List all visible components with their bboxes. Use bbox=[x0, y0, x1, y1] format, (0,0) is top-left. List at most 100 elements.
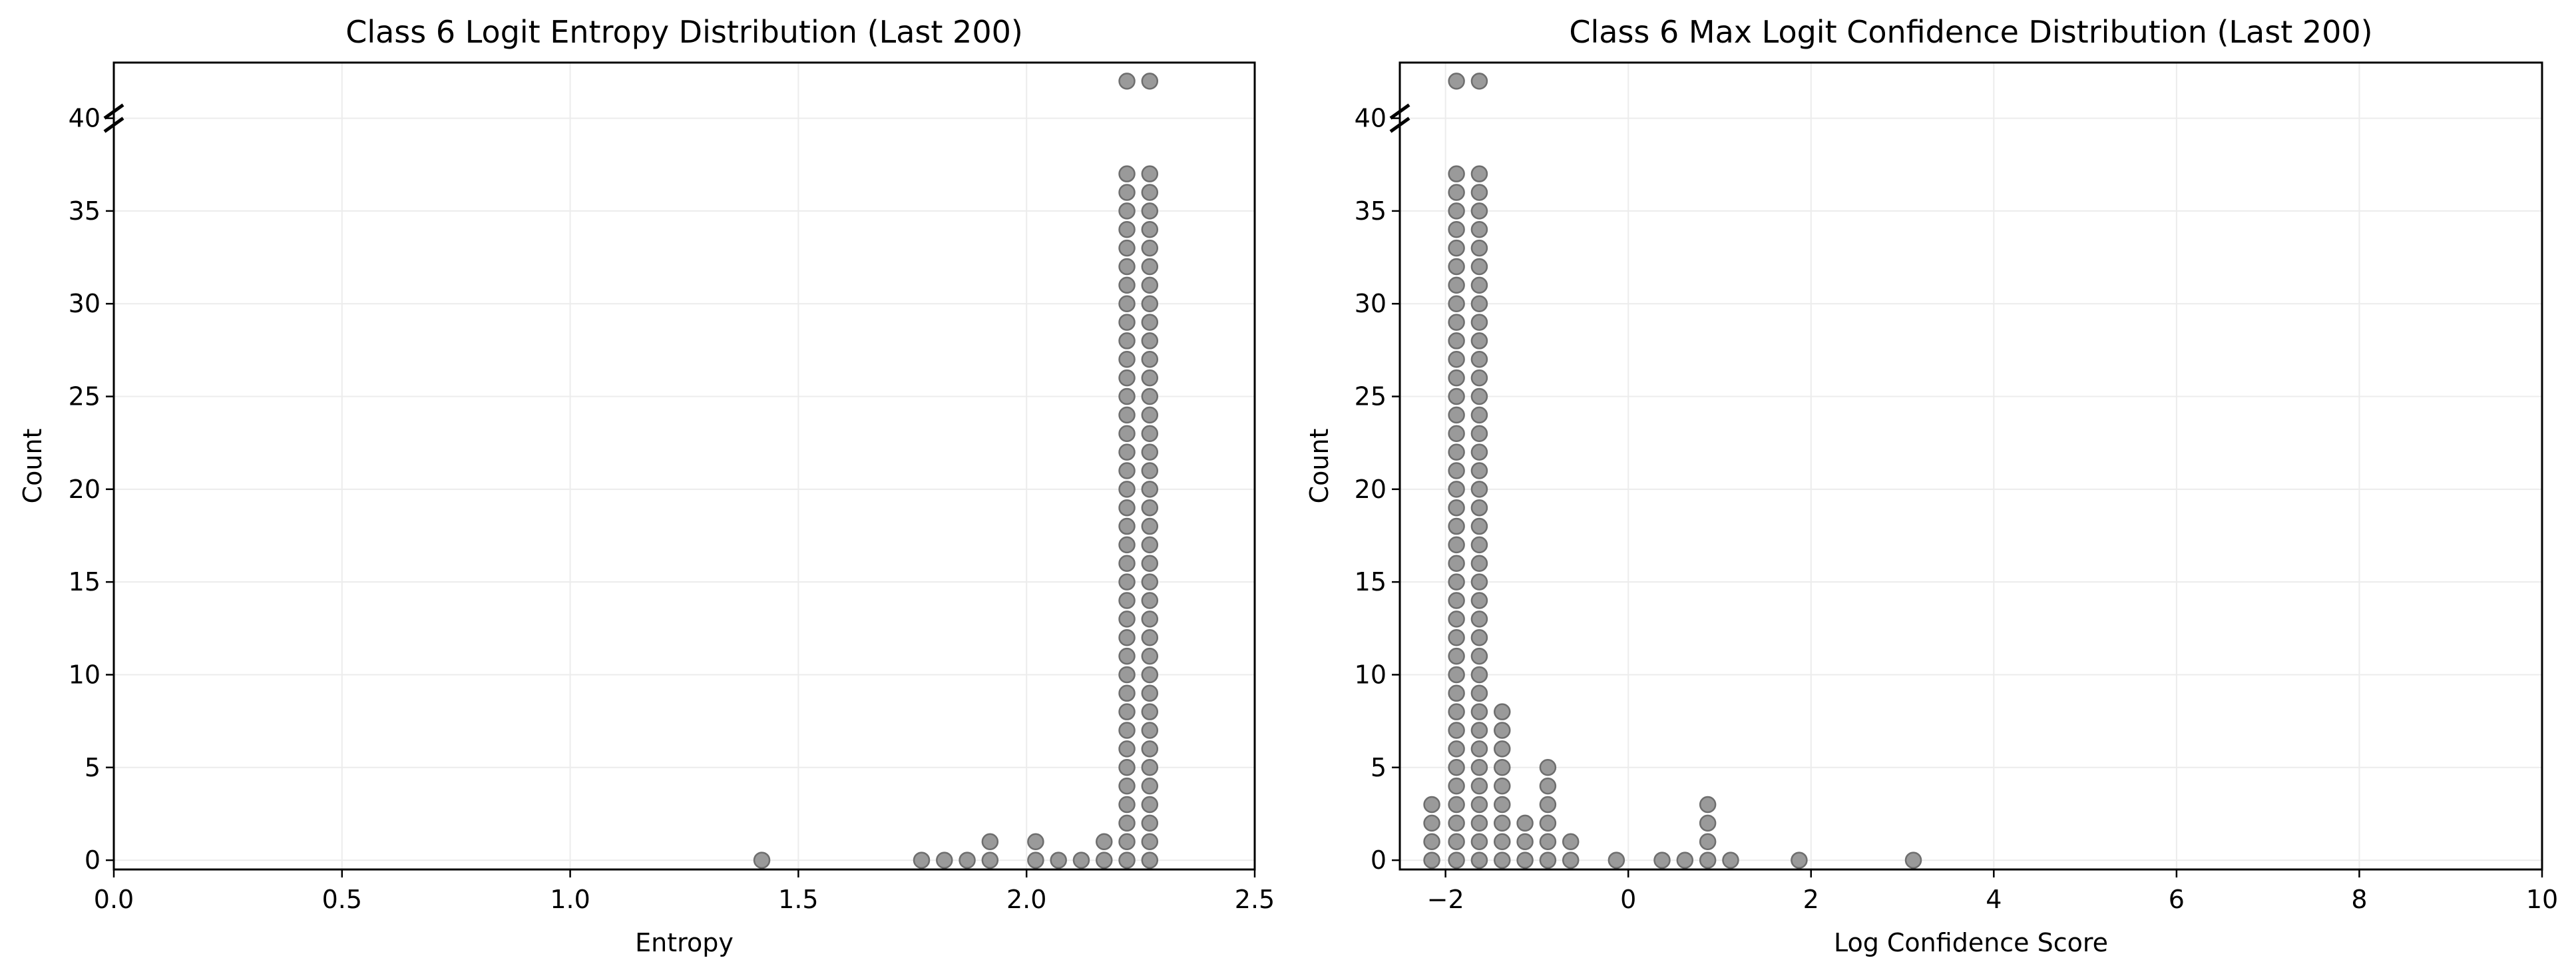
data-point bbox=[1699, 796, 1717, 814]
data-point bbox=[1699, 833, 1717, 850]
data-point bbox=[1118, 406, 1136, 424]
data-point bbox=[1448, 610, 1465, 628]
data-point bbox=[1470, 777, 1488, 795]
data-point bbox=[1539, 852, 1557, 869]
data-point bbox=[1448, 314, 1465, 331]
data-point bbox=[1448, 165, 1465, 182]
axis-break-mark bbox=[103, 103, 124, 120]
data-point bbox=[1516, 833, 1534, 850]
data-point bbox=[1562, 833, 1580, 850]
data-point bbox=[1904, 852, 1922, 869]
data-point bbox=[1118, 351, 1136, 368]
data-point bbox=[1470, 295, 1488, 312]
data-point bbox=[1470, 332, 1488, 350]
data-point bbox=[1118, 221, 1136, 238]
data-point bbox=[1539, 759, 1557, 776]
data-point bbox=[1118, 833, 1136, 850]
data-point bbox=[1118, 852, 1136, 869]
data-point bbox=[1141, 796, 1159, 814]
x-tick-label: −2 bbox=[1427, 885, 1464, 914]
x-tick-label: 6 bbox=[2169, 885, 2185, 914]
x-axis-label: Log Confidence Score bbox=[1834, 928, 2108, 957]
data-point bbox=[1423, 852, 1440, 869]
axis-break-mark bbox=[103, 117, 124, 133]
data-point bbox=[1470, 499, 1488, 517]
data-point bbox=[1118, 796, 1136, 814]
data-point bbox=[1448, 740, 1465, 758]
data-point bbox=[1141, 481, 1159, 498]
data-point bbox=[1470, 833, 1488, 850]
data-point bbox=[1448, 276, 1465, 294]
y-tick-label: 20 bbox=[1355, 475, 1387, 504]
data-point bbox=[1118, 555, 1136, 573]
data-point bbox=[1448, 555, 1465, 573]
data-point bbox=[1448, 777, 1465, 795]
data-point bbox=[1448, 647, 1465, 665]
data-point bbox=[1448, 425, 1465, 442]
data-point bbox=[1118, 499, 1136, 517]
data-point bbox=[1516, 814, 1534, 832]
data-point bbox=[1653, 852, 1671, 869]
data-point bbox=[1141, 703, 1159, 720]
y-tick-label: 30 bbox=[69, 289, 101, 318]
data-point bbox=[1470, 258, 1488, 276]
x-tick-label: 4 bbox=[1986, 885, 2002, 914]
data-point bbox=[1448, 481, 1465, 498]
y-tick-label: 15 bbox=[1355, 567, 1387, 597]
data-point bbox=[1118, 239, 1136, 257]
data-point bbox=[1141, 666, 1159, 684]
data-point bbox=[981, 833, 999, 850]
data-point bbox=[1448, 814, 1465, 832]
data-point bbox=[1141, 202, 1159, 220]
data-point bbox=[1448, 351, 1465, 368]
data-point bbox=[1470, 628, 1488, 646]
y-tick-label: 15 bbox=[69, 567, 101, 597]
data-point bbox=[1470, 165, 1488, 182]
y-tick-label: 5 bbox=[1371, 753, 1387, 782]
data-point bbox=[1118, 722, 1136, 739]
data-point bbox=[1118, 777, 1136, 795]
data-point bbox=[1141, 814, 1159, 832]
data-point bbox=[753, 852, 771, 869]
data-point bbox=[1494, 833, 1511, 850]
y-tick-label: 5 bbox=[85, 753, 101, 782]
data-point bbox=[1562, 852, 1580, 869]
x-tick-label: 2.5 bbox=[1235, 885, 1275, 914]
data-point bbox=[1118, 703, 1136, 720]
data-point bbox=[1470, 592, 1488, 609]
data-point bbox=[1448, 628, 1465, 646]
data-point bbox=[913, 852, 931, 869]
data-point bbox=[1141, 628, 1159, 646]
data-point bbox=[1141, 536, 1159, 554]
data-point bbox=[1118, 481, 1136, 498]
data-point bbox=[1494, 796, 1511, 814]
data-point bbox=[1791, 852, 1808, 869]
data-point bbox=[1448, 517, 1465, 535]
data-point bbox=[1676, 852, 1694, 869]
data-point bbox=[1494, 852, 1511, 869]
data-point bbox=[1470, 555, 1488, 573]
data-point bbox=[1118, 425, 1136, 442]
y-tick-label: 10 bbox=[1355, 660, 1387, 689]
data-point bbox=[1096, 852, 1113, 869]
data-point bbox=[1470, 351, 1488, 368]
data-point bbox=[1141, 777, 1159, 795]
data-point bbox=[1448, 406, 1465, 424]
data-point bbox=[1141, 462, 1159, 479]
data-point bbox=[936, 852, 953, 869]
data-point bbox=[1072, 852, 1090, 869]
plot-frame bbox=[112, 61, 1256, 871]
data-point bbox=[1118, 647, 1136, 665]
data-point bbox=[1027, 852, 1044, 869]
y-tick-label: 40 bbox=[1355, 104, 1387, 133]
data-point bbox=[1470, 239, 1488, 257]
data-point bbox=[1141, 406, 1159, 424]
y-axis-label: Count bbox=[1305, 429, 1334, 504]
data-point bbox=[1141, 239, 1159, 257]
data-point bbox=[1118, 740, 1136, 758]
data-point bbox=[1141, 258, 1159, 276]
data-point bbox=[1539, 833, 1557, 850]
data-point bbox=[1448, 387, 1465, 405]
y-tick-label: 0 bbox=[85, 846, 101, 875]
data-point bbox=[1448, 258, 1465, 276]
